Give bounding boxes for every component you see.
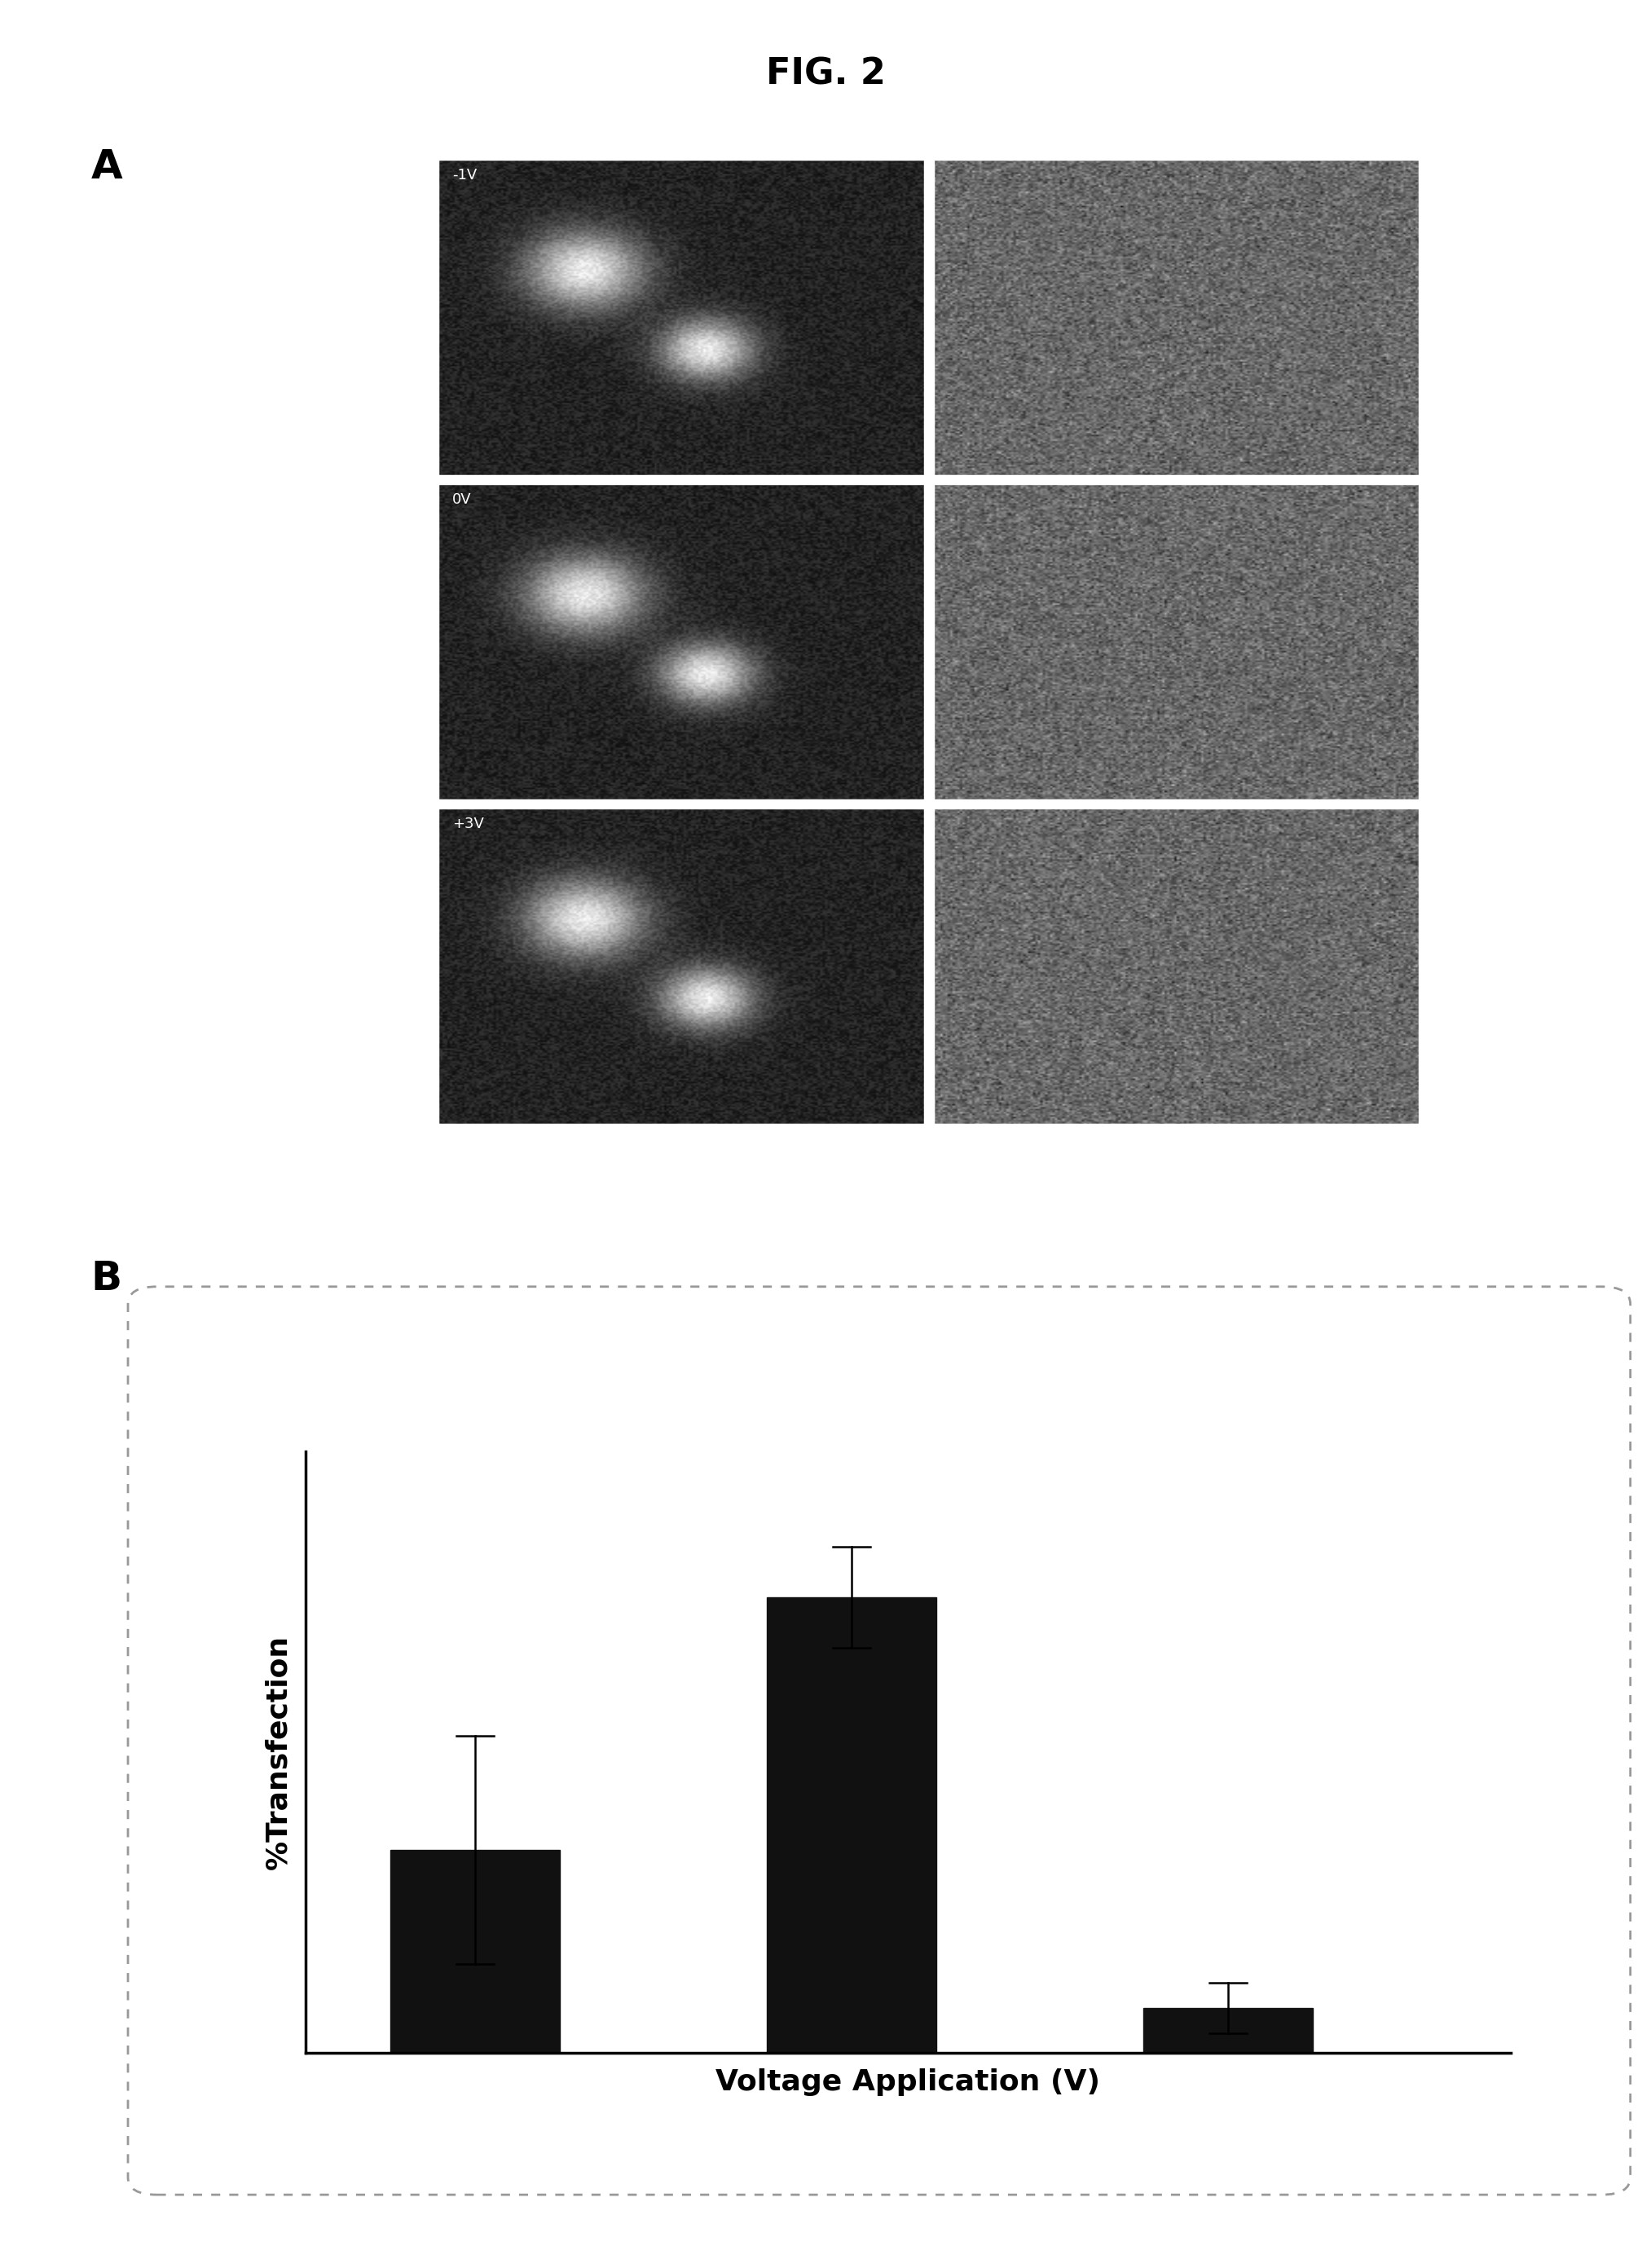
X-axis label: Voltage Application (V): Voltage Application (V) [717, 2068, 1100, 2096]
Y-axis label: %Transfection: %Transfection [264, 1635, 292, 1869]
Bar [1144, 2007, 1313, 2053]
Text: 0V: 0V [452, 492, 472, 508]
Text: +3V: +3V [452, 816, 484, 832]
Text: A: A [91, 147, 122, 186]
FancyBboxPatch shape [129, 1286, 1631, 2195]
Text: -1V: -1V [452, 168, 477, 184]
Text: FIG. 2: FIG. 2 [766, 57, 885, 91]
Text: B: B [91, 1259, 122, 1297]
Bar [390, 1851, 560, 2053]
Bar [766, 1597, 936, 2053]
